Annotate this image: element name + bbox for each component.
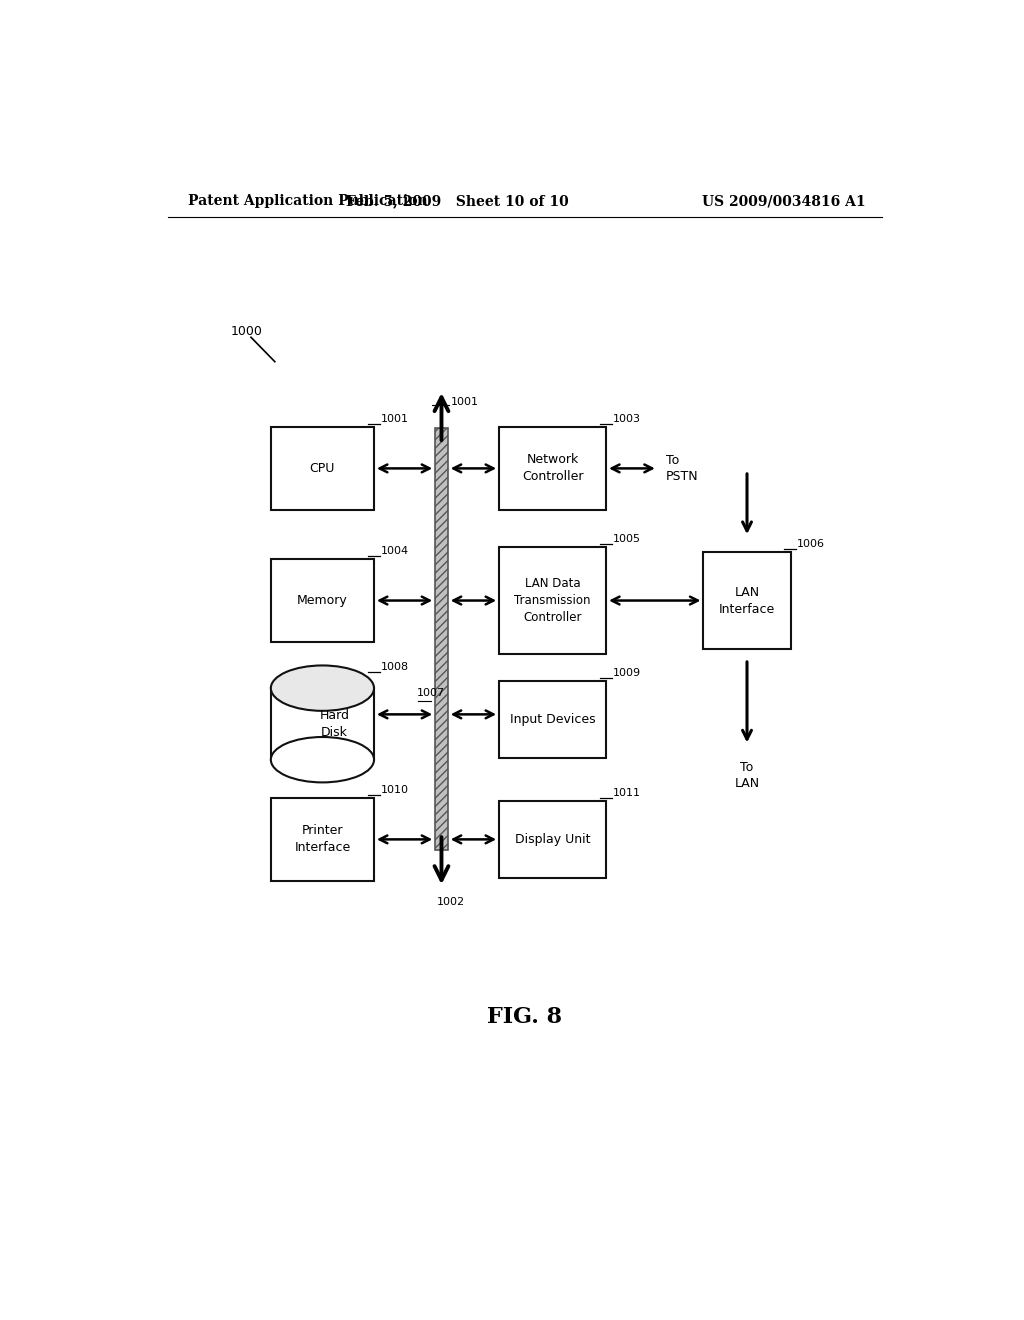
- Text: LAN Data
Transmission
Controller: LAN Data Transmission Controller: [514, 577, 591, 624]
- Text: 1001: 1001: [380, 413, 409, 424]
- Text: Patent Application Publication: Patent Application Publication: [187, 194, 427, 209]
- Bar: [499, 801, 606, 878]
- Text: To
LAN: To LAN: [734, 760, 760, 789]
- Text: Memory: Memory: [297, 594, 348, 607]
- Text: Network
Controller: Network Controller: [522, 453, 584, 483]
- Ellipse shape: [270, 737, 374, 783]
- Text: 1004: 1004: [380, 545, 409, 556]
- Text: 1003: 1003: [612, 413, 640, 424]
- Text: To
PSTN: To PSTN: [666, 454, 698, 483]
- Text: 1005: 1005: [612, 535, 640, 544]
- Text: Display Unit: Display Unit: [515, 833, 590, 846]
- Text: CPU: CPU: [309, 462, 335, 475]
- Text: US 2009/0034816 A1: US 2009/0034816 A1: [702, 194, 866, 209]
- Text: FIG. 8: FIG. 8: [487, 1006, 562, 1028]
- Bar: [499, 548, 606, 653]
- Text: Feb. 5, 2009   Sheet 10 of 10: Feb. 5, 2009 Sheet 10 of 10: [346, 194, 568, 209]
- Text: 1002: 1002: [437, 898, 465, 907]
- Text: Hard
Disk: Hard Disk: [319, 709, 349, 739]
- Bar: [270, 558, 374, 643]
- Bar: [270, 688, 374, 760]
- Bar: [435, 428, 447, 850]
- Bar: [703, 552, 791, 649]
- Bar: [499, 681, 606, 758]
- Text: 1010: 1010: [380, 784, 409, 795]
- Text: 1009: 1009: [612, 668, 641, 678]
- Text: 1011: 1011: [612, 788, 640, 799]
- Text: Input Devices: Input Devices: [510, 713, 595, 726]
- Bar: [499, 426, 606, 510]
- Ellipse shape: [270, 665, 374, 711]
- Bar: [270, 797, 374, 880]
- Text: 1001: 1001: [451, 397, 479, 408]
- Text: 1006: 1006: [797, 539, 825, 549]
- Text: Printer
Interface: Printer Interface: [294, 825, 350, 854]
- Text: 1008: 1008: [380, 661, 409, 672]
- Text: LAN
Interface: LAN Interface: [719, 586, 775, 615]
- Text: 1007: 1007: [417, 688, 445, 698]
- Text: 1000: 1000: [231, 325, 263, 338]
- Bar: [270, 426, 374, 510]
